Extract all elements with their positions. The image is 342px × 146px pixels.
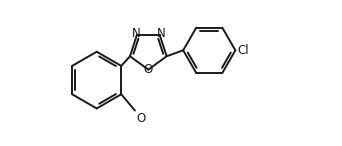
Text: Cl: Cl <box>238 44 249 57</box>
Text: N: N <box>156 27 165 40</box>
Text: N: N <box>131 27 140 40</box>
Text: O: O <box>144 63 153 76</box>
Text: O: O <box>136 112 146 125</box>
